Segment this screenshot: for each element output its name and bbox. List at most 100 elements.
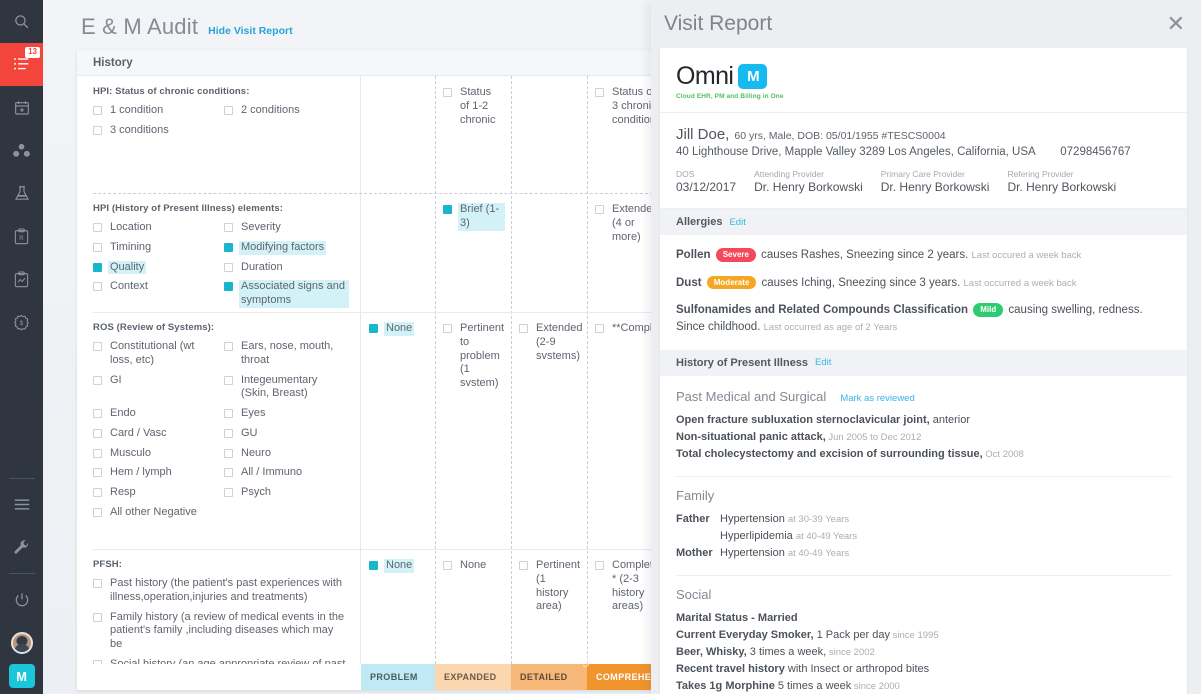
audit-level-checkbox[interactable]: None [443, 559, 505, 573]
audit-checkbox[interactable]: 1 condition [93, 104, 224, 118]
audit-checkbox[interactable]: All other Negative [93, 506, 224, 520]
app-logo[interactable]: M [8, 664, 35, 688]
audit-level-checkbox[interactable]: Extended (2-9 svstems) [519, 322, 582, 363]
history-line-title: Beer, Whisky, [676, 646, 747, 659]
allergies-edit-link[interactable]: Edit [729, 216, 746, 228]
audit-level-cell[interactable]: Complete * (2-3 history areas) [587, 549, 663, 690]
audit-checkbox[interactable]: All / Immuno [224, 466, 355, 480]
history-line: Takes 1g Morphine 5 times a week since 2… [676, 678, 1171, 694]
audit-level-cell[interactable]: None [361, 549, 435, 690]
audit-checkbox[interactable]: Modifying factors [224, 240, 355, 255]
sidebar-item-tasks[interactable]: 13 [0, 43, 43, 86]
sidebar-item-search[interactable] [0, 0, 43, 43]
audit-checkbox[interactable]: Severity [224, 221, 355, 235]
audit-checkbox[interactable]: Neuro [224, 447, 355, 461]
hamburger-menu-icon [14, 499, 29, 510]
audit-checkbox[interactable]: Constitutional (wt loss, etc) [93, 340, 224, 368]
audit-checkbox[interactable]: Quality [93, 260, 224, 275]
checkbox-icon [224, 262, 233, 272]
family-onset-age: at 30-39 Years [787, 513, 850, 525]
sidebar-item-patients[interactable] [0, 129, 43, 172]
audit-checkbox[interactable]: Context [93, 280, 224, 308]
sidebar-item-charts[interactable] [0, 258, 43, 301]
checkbox-icon [595, 205, 604, 214]
audit-checkbox[interactable]: Card / Vasc [93, 427, 224, 441]
audit-level-cell[interactable]: None [361, 312, 435, 549]
audit-level-cell[interactable] [361, 193, 435, 312]
audit-level-cell[interactable]: Status of 1-2 chronic [435, 76, 511, 193]
audit-level-checkbox[interactable]: Brief (1-3) [443, 203, 505, 231]
audit-checkbox[interactable]: Musculo [93, 447, 224, 461]
close-icon[interactable]: ✕ [1166, 11, 1185, 36]
family-onset-age: at 40-49 Years [787, 547, 850, 559]
audit-checkbox[interactable]: Resp [93, 486, 224, 500]
audit-level-checkbox[interactable]: Status of 3 chronic conditions [595, 86, 662, 127]
hpi-edit-link[interactable]: Edit [815, 357, 832, 369]
audit-level-checkbox[interactable]: Pertinent (1 history area) [519, 559, 581, 614]
audit-level-cell[interactable] [361, 76, 435, 193]
audit-level-cell[interactable]: Brief (1-3) [435, 193, 511, 312]
audit-checkbox[interactable]: Location [93, 221, 224, 235]
sidebar-item-prescriptions[interactable]: R [0, 215, 43, 258]
audit-level-header-problem[interactable]: PROBLEM [361, 664, 435, 690]
audit-level-header-comprehensive[interactable]: COMPREHENSI [587, 664, 663, 690]
audit-level-cell[interactable]: Pertinent to problem (1 svstem) [435, 312, 511, 549]
audit-level-cell[interactable] [511, 193, 587, 312]
sidebar-item-menu[interactable] [0, 483, 43, 526]
audit-level-cell[interactable]: Status of 3 chronic conditions [587, 76, 663, 193]
audit-checkbox[interactable]: Endo [93, 407, 224, 421]
provider-field-label: Primary Care Provider [880, 169, 965, 179]
audit-level-checkbox[interactable]: Pertinent to problem (1 svstem) [443, 322, 505, 391]
audit-checkbox[interactable]: Integeumentary (Skin, Breast) [224, 374, 355, 402]
audit-level-checkbox[interactable]: None [369, 559, 429, 573]
audit-level-checkbox[interactable]: Extended (4 or more) [595, 203, 658, 244]
audit-checkbox[interactable]: GU [224, 427, 355, 441]
audit-level-checkbox[interactable]: None [369, 322, 429, 336]
audit-checkbox[interactable]: Hem / lymph [93, 466, 224, 480]
sidebar-item-labs[interactable] [0, 172, 43, 215]
brand-tagline: Cloud EHR, PM and Billing in One [676, 93, 784, 100]
history-line-detail: Jun 2005 to Dec 2012 [825, 431, 922, 443]
visit-report-scroll[interactable]: Omni M Cloud EHR, PM and Billing in One … [651, 48, 1201, 694]
audit-level-checkbox[interactable]: **Complete [595, 322, 663, 336]
audit-checkbox[interactable]: Ears, nose, mouth, throat [224, 340, 355, 368]
audit-checkbox[interactable]: Timining [93, 241, 224, 255]
audit-checkbox[interactable]: Associated signs and symptoms [224, 280, 355, 308]
audit-checkbox[interactable]: Family history (a review of medical even… [93, 611, 355, 652]
audit-checkbox-label: All other Negative [110, 505, 197, 518]
mark-as-reviewed-link[interactable]: Mark as reviewed [840, 392, 915, 404]
audit-level-cell[interactable]: Extended (4 or more) [587, 193, 663, 312]
audit-level-header-expanded[interactable]: EXPANDED [435, 664, 511, 690]
audit-checkbox[interactable]: Eyes [224, 407, 355, 421]
checkbox-icon [93, 612, 102, 622]
audit-level-cell[interactable]: Pertinent (1 history area) [511, 549, 587, 690]
audit-level-checkbox[interactable]: Complete * (2-3 history areas) [595, 559, 659, 614]
sidebar-item-settings[interactable] [0, 526, 43, 569]
audit-grid: HPI: Status of chronic conditions: 1 cond… [77, 76, 663, 690]
audit-level-cell[interactable]: **Complete [587, 312, 663, 549]
history-line-title: Current Everyday Smoker, [676, 629, 814, 642]
hide-visit-report-link[interactable]: Hide Visit Report [208, 25, 293, 37]
audit-row: HPI: Status of chronic conditions: 1 cond… [77, 76, 663, 193]
sidebar-item-billing[interactable]: $ [0, 301, 43, 344]
audit-checkbox[interactable]: 2 conditions [224, 104, 355, 118]
svg-text:$: $ [20, 321, 24, 327]
audit-row-separator [93, 312, 663, 313]
sidebar-item-logout[interactable] [0, 578, 43, 621]
audit-level-cell[interactable]: Extended (2-9 svstems) [511, 312, 587, 549]
audit-checkbox[interactable]: Past history (the patient's past experie… [93, 577, 355, 605]
audit-level-header-detailed[interactable]: DETAILED [511, 664, 587, 690]
family-onset-age: at 40-49 Years [795, 530, 858, 542]
tasks-badge-count: 13 [25, 47, 40, 58]
checkbox-icon [224, 106, 233, 115]
audit-level-cell[interactable]: None [435, 549, 511, 690]
sidebar-item-schedule[interactable] [0, 86, 43, 129]
checkbox-icon [93, 106, 102, 115]
audit-checkbox[interactable]: Psych [224, 486, 355, 500]
audit-checkbox[interactable]: 3 conditions [93, 124, 224, 138]
audit-checkbox[interactable]: GI [93, 374, 224, 402]
audit-level-cell[interactable] [511, 76, 587, 193]
audit-level-checkbox[interactable]: Status of 1-2 chronic [443, 86, 505, 127]
audit-checkbox[interactable]: Duration [224, 261, 355, 275]
sidebar-item-profile[interactable] [0, 621, 43, 664]
